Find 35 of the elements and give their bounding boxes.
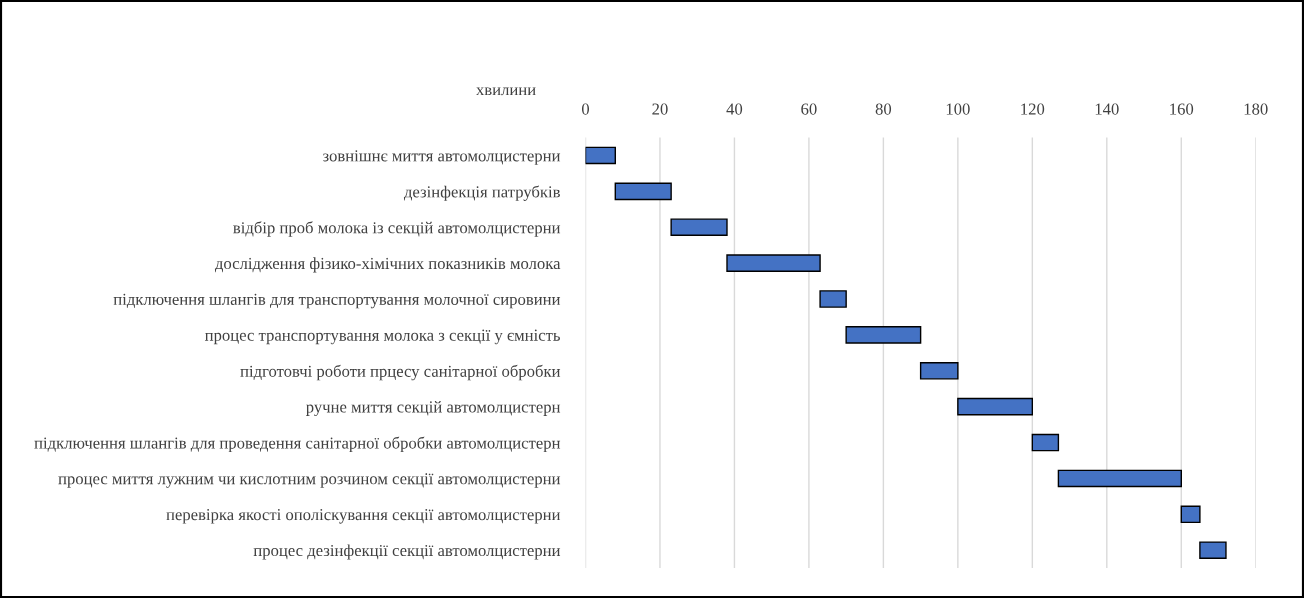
- x-tick-label: 40: [726, 103, 743, 115]
- bar: [919, 361, 959, 380]
- x-tick-label: 0: [581, 103, 590, 115]
- y-tick-label: дезінфекція патрубків: [403, 185, 560, 201]
- bar: [819, 290, 847, 308]
- bar: [845, 326, 922, 344]
- y-tick-label: підключення шлангів для транспортування молочної сировини: [113, 293, 561, 309]
- x-tick-label: 100: [946, 103, 970, 115]
- y-tick-label: підключення шлангів для проведення санітарної обробки автомолцистерн: [34, 436, 561, 453]
- y-tick-label: відбір проб молока із секцій автомолцистерни: [233, 221, 561, 237]
- y-tick-label: зовнішнє миття автомолцистерни: [323, 150, 561, 165]
- y-tick-label: процес дезінфекції секції автомолцистерни: [253, 544, 561, 560]
- bar: [614, 182, 672, 201]
- y-tick-label: підготовчі роботи прцесу санітарної обробки: [240, 364, 561, 381]
- bar: [957, 397, 1034, 416]
- bar: [1180, 505, 1201, 524]
- x-tick-label: 140: [1095, 103, 1119, 115]
- x-tick-label: 60: [801, 103, 817, 115]
- x-tick-label: 160: [1170, 103, 1194, 115]
- bar: [585, 146, 616, 165]
- x-tick-label: 180: [1244, 103, 1268, 115]
- y-tick-label: процес миття лужним чи кислотним розчином секції автомолцистерни: [58, 473, 561, 488]
- bar: [670, 218, 728, 237]
- y-tick-label: дослідження фізико-хімічних показників молока: [214, 257, 561, 273]
- bar: [1199, 541, 1227, 559]
- bar: [1057, 469, 1182, 488]
- x-tick-label: 120: [1021, 103, 1045, 115]
- bar: [726, 254, 821, 272]
- y-tick-label: ручне миття секцій автомолцистерн: [306, 400, 561, 416]
- x-axis-title: хвилини: [476, 87, 536, 96]
- x-tick-label: 80: [875, 103, 892, 115]
- bar: [1031, 433, 1060, 452]
- y-tick-label: процес транспортування молока з секції у ємність: [204, 329, 560, 345]
- y-tick-label: перевірка якості ополіскування секції автомолцистерни: [166, 509, 561, 524]
- x-tick-label: 20: [652, 103, 668, 115]
